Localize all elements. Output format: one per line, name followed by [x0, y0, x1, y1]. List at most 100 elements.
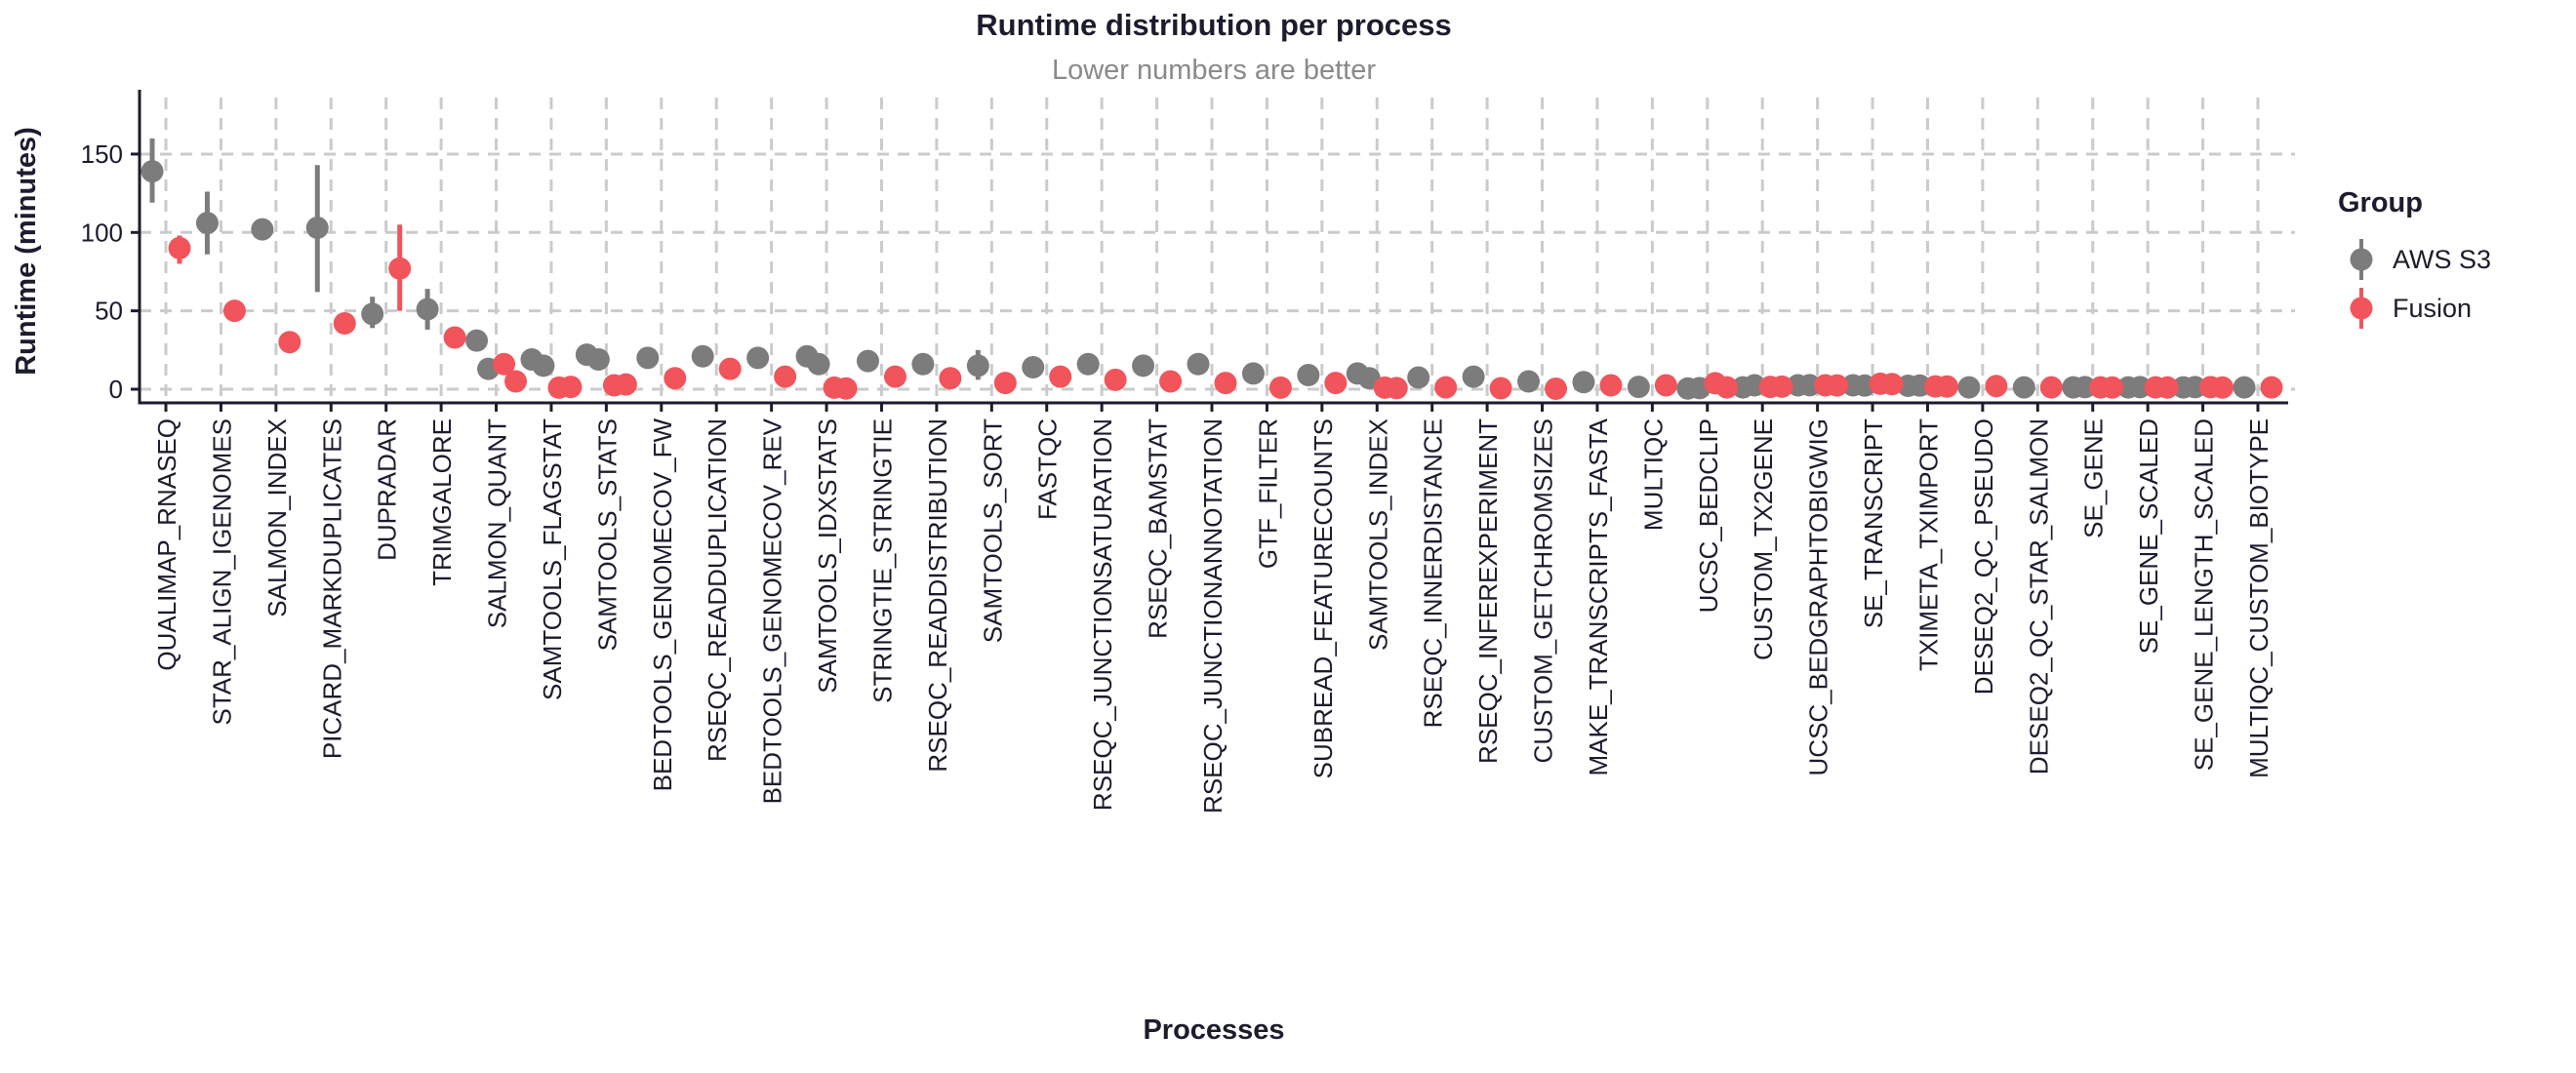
point-aws-s3	[361, 302, 384, 326]
point-aws-s3	[2012, 376, 2035, 399]
point-fusion	[2211, 376, 2234, 399]
point-fusion	[1268, 376, 1292, 399]
x-category-label: DUPRADAR	[373, 418, 402, 561]
x-category-label: UCSC_BEDCLIP	[1694, 418, 1723, 613]
point-fusion	[1715, 376, 1739, 399]
x-category-label: CUSTOM_TX2GENE	[1749, 418, 1778, 660]
point-aws-s3	[251, 218, 274, 241]
point-aws-s3	[1407, 366, 1430, 389]
chart-subtitle: Lower numbers are better	[1051, 55, 1377, 86]
x-category-label: SALMON_QUANT	[483, 418, 512, 628]
point-aws-s3	[1132, 354, 1155, 378]
x-category-label: UCSC_BEDGRAPHTOBIGWIG	[1804, 418, 1833, 775]
point-fusion	[2101, 376, 2124, 399]
point-aws-s3	[911, 352, 935, 376]
point-aws-s3	[305, 216, 329, 239]
y-tick-label: 0	[109, 375, 123, 404]
x-category-label: SALMON_INDEX	[262, 418, 292, 617]
chart-title: Runtime distribution per process	[976, 8, 1452, 42]
point-aws-s3	[966, 354, 989, 378]
point-fusion	[222, 299, 246, 323]
x-category-label: MULTIQC	[1638, 418, 1668, 531]
x-category-label: TRIMGALORE	[427, 418, 457, 586]
point-fusion	[2155, 376, 2179, 399]
point-fusion	[1159, 370, 1183, 393]
point-fusion	[883, 365, 906, 388]
point-aws-s3	[465, 329, 489, 352]
point-fusion	[718, 357, 742, 380]
point-aws-s3	[2184, 376, 2207, 399]
x-category-label: DESEQ2_QC_STAR_SALMON	[2024, 418, 2053, 775]
x-category-label: PICARD_MARKDUPLICATES	[317, 418, 346, 759]
x-category-label: SAMTOOLS_INDEX	[1363, 418, 1392, 651]
x-category-label: SE_TRANSCRIPT	[1859, 418, 1888, 628]
x-category-label: CUSTOM_GETCHROMSIZES	[1529, 418, 1558, 763]
point-aws-s3	[2128, 376, 2152, 399]
point-aws-s3	[1076, 352, 1100, 376]
y-tick-label: 50	[95, 297, 123, 326]
x-category-label: MAKE_TRANSCRIPTS_FASTA	[1584, 417, 1613, 775]
point-fusion	[1654, 374, 1677, 397]
point-aws-s3	[1517, 370, 1541, 393]
point-aws-s3	[1957, 376, 1981, 399]
x-category-label: RSEQC_READDUPLICATION	[703, 418, 732, 762]
x-category-label: SAMTOOLS_IDXSTATS	[813, 418, 842, 694]
x-category-label: BEDTOOLS_GENOMECOV_FW	[648, 418, 677, 792]
y-tick-label: 150	[81, 139, 123, 169]
legend-label-aws-s3: AWS S3	[2393, 244, 2492, 274]
x-category-label: BEDTOOLS_GENOMECOV_REV	[758, 417, 787, 804]
pointrange-icon	[2350, 239, 2373, 280]
point-aws-s3	[1572, 371, 1595, 394]
x-category-label: RSEQC_JUNCTIONANNOTATION	[1198, 418, 1228, 814]
point-aws-s3	[1798, 374, 1822, 397]
x-category-label: SAMTOOLS_SORT	[978, 418, 1007, 643]
x-category-label: MULTIQC_CUSTOM_BIOTYPE	[2244, 418, 2274, 778]
point-aws-s3	[1627, 376, 1650, 399]
point-fusion	[1324, 372, 1348, 395]
x-category-label: SAMTOOLS_STATS	[592, 418, 622, 651]
point-fusion	[774, 365, 797, 388]
x-category-label: SAMTOOLS_FLAGSTAT	[538, 418, 567, 700]
point-fusion	[1770, 375, 1793, 398]
point-aws-s3	[1022, 356, 1045, 379]
point-fusion	[443, 326, 466, 349]
y-tick-label: 100	[81, 218, 123, 247]
point-aws-s3	[1462, 365, 1485, 388]
legend-dot	[2350, 297, 2373, 320]
x-category-label: RSEQC_BAMSTAT	[1144, 418, 1173, 639]
point-fusion	[559, 376, 583, 399]
legend-entry-fusion: Fusion	[2338, 284, 2491, 333]
point-aws-s3	[416, 298, 439, 321]
point-fusion	[834, 377, 858, 400]
x-category-label: GTF_FILTER	[1253, 418, 1282, 569]
x-category-label: QUALIMAP_RNASEQ	[152, 418, 181, 671]
legend: Group AWS S3 Fusion	[2338, 187, 2491, 333]
point-fusion	[664, 367, 687, 390]
point-aws-s3	[2233, 376, 2256, 399]
legend-entry-aws-s3: AWS S3	[2338, 235, 2491, 284]
x-category-label: SE_GENE	[2079, 418, 2109, 538]
point-fusion	[1880, 373, 1904, 396]
point-fusion	[1985, 375, 2008, 398]
point-fusion	[504, 370, 528, 393]
point-fusion	[493, 352, 516, 376]
point-aws-s3	[2073, 376, 2097, 399]
x-category-label: SUBREAD_FEATURECOUNTS	[1308, 418, 1338, 778]
point-fusion	[168, 236, 191, 259]
legend-title: Group	[2338, 187, 2423, 219]
point-aws-s3	[1241, 362, 1265, 385]
x-category-label: FASTQC	[1033, 418, 1063, 520]
point-fusion	[614, 373, 637, 396]
x-category-label: TXIMETA_TXIMPORT	[1913, 418, 1943, 671]
x-category-label: RSEQC_JUNCTIONSATURATION	[1088, 418, 1117, 811]
point-fusion	[1214, 372, 1237, 395]
point-fusion	[2260, 376, 2283, 399]
legend-label-fusion: Fusion	[2393, 293, 2473, 323]
point-fusion	[1104, 368, 1127, 391]
point-fusion	[1545, 378, 1568, 401]
x-category-label: RSEQC_READDISTRIBUTION	[923, 418, 952, 773]
point-fusion	[1489, 377, 1512, 400]
x-category-label: STAR_ALIGN_IGENOMES	[207, 418, 236, 726]
